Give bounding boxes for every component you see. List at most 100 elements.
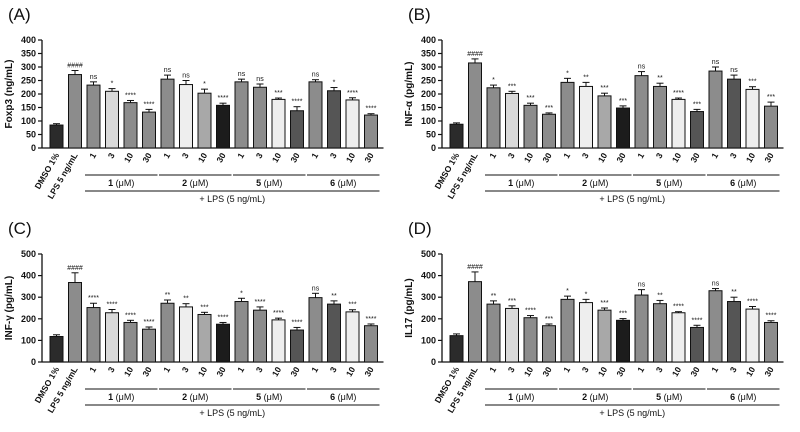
significance-label: **** [144, 101, 155, 108]
bar [197, 313, 212, 363]
x-category-label: 3 [506, 365, 517, 374]
y-tick-label: 400 [21, 271, 36, 281]
bar [634, 75, 649, 149]
group-label-compound: 6 [730, 178, 738, 188]
significance-label: **** [273, 310, 284, 317]
x-category-label: 30 [140, 151, 154, 164]
y-tick-label: 200 [421, 89, 436, 99]
significance-label: **** [766, 313, 777, 320]
x-category-label: 10 [196, 151, 210, 164]
group-label: 6 (μM) [730, 392, 756, 402]
significance-label: ns [730, 67, 738, 74]
bar [253, 86, 267, 149]
significance-label: *** [600, 85, 608, 92]
bar [634, 294, 649, 363]
significance-label: **** [292, 319, 303, 326]
y-tick-label: 400 [21, 35, 36, 45]
x-category-label: 3 [728, 365, 739, 374]
group-label-compound: 1 [108, 392, 116, 402]
y-tick-label: 150 [421, 103, 436, 113]
group-label-compound: 6 [330, 178, 338, 188]
x-category-label: 30 [214, 151, 228, 164]
bar [671, 98, 686, 149]
y-tick-label: 0 [31, 143, 36, 153]
x-category-label: 10 [596, 151, 610, 164]
group-label-unit: (μM) [264, 392, 283, 402]
bar [449, 335, 464, 363]
bar [560, 298, 575, 363]
y-tick-label: 350 [421, 49, 436, 59]
y-tick-label: 100 [21, 335, 36, 345]
group-label-unit: (μM) [590, 178, 609, 188]
x-category-label: 3 [106, 151, 117, 160]
y-tick-label: 300 [21, 62, 36, 72]
significance-label: **** [673, 304, 684, 311]
significance-label: *** [508, 83, 516, 90]
bar [708, 290, 723, 363]
bar [345, 99, 360, 149]
group-label-unit: (μM) [738, 178, 757, 188]
bar [216, 104, 230, 149]
significance-label: *** [748, 79, 756, 86]
bar [468, 62, 482, 149]
significance-label: ns [312, 285, 320, 292]
x-category-label: 3 [580, 151, 591, 160]
y-tick-label: 400 [421, 35, 436, 45]
group-label: 1 (μM) [508, 392, 534, 402]
bar [764, 321, 778, 363]
bar [234, 81, 249, 149]
bar [364, 114, 378, 149]
x-category-label: 30 [214, 365, 228, 378]
bar [708, 70, 723, 149]
y-tick-label: 500 [421, 249, 436, 259]
group-label-unit: (μM) [190, 392, 209, 402]
y-tick-label: 300 [421, 292, 436, 302]
group-label-compound: 1 [108, 178, 116, 188]
significance-label: ns [256, 76, 264, 83]
y-tick-label: 0 [431, 143, 436, 153]
significance-label: ** [657, 292, 663, 299]
x-category-label: 30 [540, 151, 554, 164]
y-tick-label: 300 [21, 292, 36, 302]
bar [653, 303, 667, 363]
group-label-compound: 5 [256, 392, 264, 402]
bar [105, 90, 119, 149]
group-label: 5 (μM) [256, 392, 282, 402]
significance-label: ns [164, 67, 172, 74]
group-label-unit: (μM) [116, 178, 135, 188]
significance-label: ** [183, 296, 189, 303]
bar [486, 87, 501, 149]
group-label-compound: 5 [256, 178, 264, 188]
bar [68, 74, 82, 149]
group-label: 2 (μM) [182, 392, 208, 402]
x-category-label: 1 [161, 151, 172, 160]
significance-label: * [203, 81, 206, 88]
y-tick-label: 200 [21, 89, 36, 99]
significance-label: *** [274, 90, 282, 97]
x-category-label: 1 [235, 151, 246, 160]
group-label-unit: (μM) [738, 392, 757, 402]
x-category-label: 10 [196, 365, 210, 378]
significance-label: **** [525, 308, 536, 315]
x-category-label: 3 [506, 151, 517, 160]
group-label: 5 (μM) [656, 392, 682, 402]
bar [86, 84, 101, 149]
significance-label: #### [467, 51, 483, 58]
significance-label: **** [292, 99, 303, 106]
y-tick-label: 150 [21, 103, 36, 113]
group-label-compound: 5 [656, 392, 664, 402]
bar [234, 301, 249, 363]
bar [616, 107, 630, 149]
bar [179, 306, 193, 363]
chart-panel-4: (D)IL17 (pg/mL)0100200300400500####*****… [404, 219, 784, 418]
significance-label: **** [366, 316, 377, 323]
group-label-compound: 2 [182, 392, 190, 402]
panel-letter: (B) [408, 5, 431, 24]
x-category-label: 30 [288, 151, 302, 164]
group-label-unit: (μM) [338, 178, 357, 188]
y-tick-label: 400 [421, 271, 436, 281]
bar [505, 307, 519, 363]
x-category-label: 10 [122, 365, 136, 378]
group-label: 1 (μM) [508, 178, 534, 188]
bar [727, 301, 741, 363]
